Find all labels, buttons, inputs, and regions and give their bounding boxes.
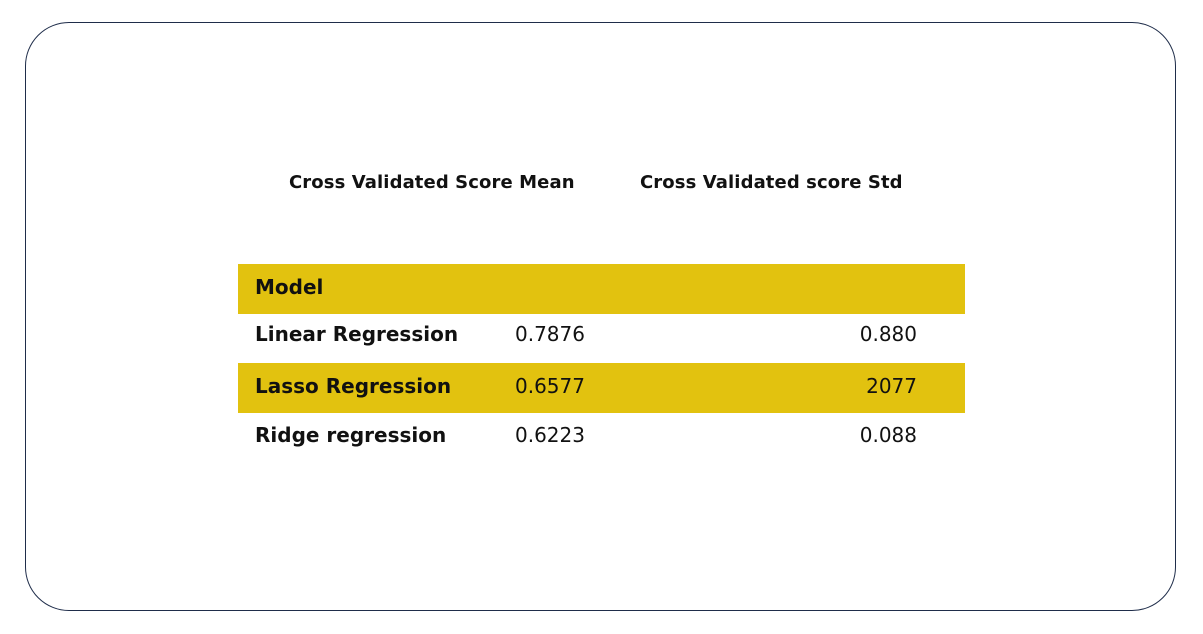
score-std-value: 2077 [866,374,917,398]
table-row: Ridge regression 0.6223 0.088 [238,412,965,462]
column-header-score-std: Cross Validated score Std [640,172,903,193]
score-mean-value: 0.6223 [515,423,585,447]
table-card [25,22,1176,611]
score-std-value: 0.088 [859,423,917,447]
table-header-row: Model [238,264,965,314]
score-std-value: 0.880 [859,322,917,346]
score-mean-value: 0.7876 [515,322,585,346]
model-name: Ridge regression [255,423,447,447]
model-header-label: Model [255,275,324,299]
model-name: Lasso Regression [255,374,452,398]
table-row: Lasso Regression 0.6577 2077 [238,363,965,413]
model-name: Linear Regression [255,322,459,346]
table-row: Linear Regression 0.7876 0.880 [238,311,965,361]
column-header-score-mean: Cross Validated Score Mean [289,172,575,193]
score-mean-value: 0.6577 [515,374,585,398]
